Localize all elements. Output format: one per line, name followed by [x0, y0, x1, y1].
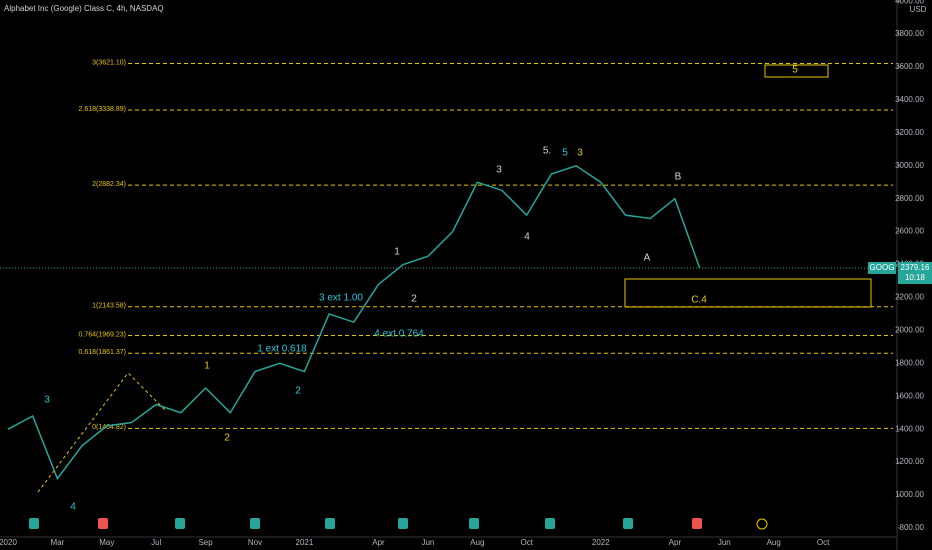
price-tag-label: 2379.16: [901, 263, 930, 272]
target-box: [764, 64, 829, 78]
y-tick-label: 800.00: [900, 523, 925, 532]
wave-label: 1: [394, 247, 400, 258]
currency: USD: [910, 5, 927, 14]
x-tick-label: Apr: [372, 538, 385, 547]
x-tick-label: Jun: [421, 538, 434, 547]
wave-label: 1 ext 0.618: [257, 344, 307, 355]
wave-label: 2: [295, 386, 301, 397]
fib-label: 0.764(1969.23): [79, 331, 126, 338]
y-tick-label: 2000.00: [895, 326, 924, 335]
symbol-tag-label: GOOG: [870, 263, 895, 272]
wave-label: 5: [562, 148, 568, 159]
y-tick-label: 1400.00: [895, 424, 924, 433]
price-tag: [898, 261, 932, 284]
y-tick-label: 3200.00: [895, 128, 924, 137]
symbol-tag: [868, 261, 896, 274]
channel-line: [37, 372, 166, 493]
x-tick-label: Sep: [198, 538, 213, 547]
wave-label: 3 ext 1.00: [319, 293, 363, 304]
chart-title: Alphabet Inc (Google) Class C, 4h, NASDA…: [4, 4, 164, 13]
y-tick-label: 3400.00: [895, 95, 924, 104]
wave-label: C.4: [691, 295, 707, 306]
wave-label: 2: [411, 294, 417, 305]
y-tick-label: 3600.00: [895, 62, 924, 71]
wave-label: 3: [577, 148, 583, 159]
y-tick-label: 2200.00: [895, 293, 924, 302]
y-tick-label: 3800.00: [895, 29, 924, 38]
y-tick-label: 3000.00: [895, 161, 924, 170]
fib-label: 3(3621.10): [92, 59, 126, 66]
wave-label: 4 ext 0.764: [374, 329, 424, 340]
wave-label: 3: [496, 165, 502, 176]
wave-label: 2: [224, 433, 230, 444]
wave-label: 1: [204, 361, 210, 372]
x-tick-label: Jul: [151, 538, 161, 547]
wave-label: 4: [70, 502, 76, 513]
x-tick-label: May: [99, 538, 114, 547]
y-tick-label: 1200.00: [895, 457, 924, 466]
fib-label: 2(2882.34): [92, 181, 126, 188]
y-tick-label: 1800.00: [895, 358, 924, 367]
x-tick-label: Mar: [51, 538, 65, 547]
earnings-icons: [29, 518, 768, 530]
x-tick-label: Apr: [669, 538, 682, 547]
wave-label: 5: [792, 65, 798, 76]
x-tick-label: 2020: [0, 538, 17, 547]
countdown-label: 10:18: [905, 273, 926, 282]
x-tick-label: Oct: [520, 538, 533, 547]
price-line: [7, 164, 701, 481]
x-tick-label: 2022: [592, 538, 610, 547]
fib-label: 0(1404.82): [92, 424, 126, 431]
y-tick-label: 2800.00: [895, 194, 924, 203]
wave-label: 4: [524, 232, 530, 243]
x-tick-label: Oct: [817, 538, 830, 547]
fib-label: 0.618(1861.37): [79, 349, 126, 356]
x-tick-label: Nov: [248, 538, 262, 547]
fib-label: 2.618(3338.89): [79, 106, 126, 113]
x-tick-label: Jun: [718, 538, 731, 547]
x-tick-label: 2021: [296, 538, 314, 547]
x-tick-label: Aug: [767, 538, 781, 547]
y-tick-label: 2600.00: [895, 227, 924, 236]
wave-label: 3: [44, 395, 50, 406]
wave-label: B: [675, 172, 682, 183]
wave-label: A: [644, 253, 651, 264]
y-tick-label: 1600.00: [895, 391, 924, 400]
y-tick-label: 4000.00: [895, 0, 924, 5]
wave-label: 5.: [543, 146, 551, 157]
y-tick-label: 1000.00: [895, 490, 924, 499]
x-tick-label: Aug: [470, 538, 484, 547]
fib-label: 1(2143.58): [92, 303, 126, 310]
